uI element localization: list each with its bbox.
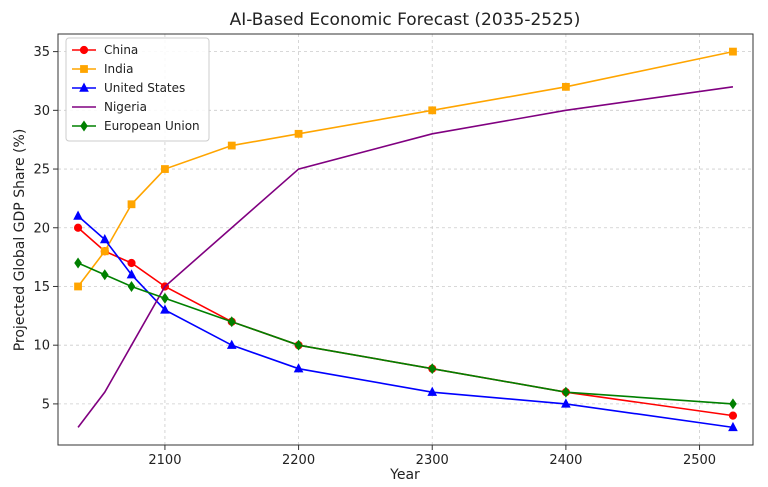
series-india <box>74 47 737 291</box>
legend-item-european-union: European Union <box>72 119 200 133</box>
legend-box <box>65 37 210 142</box>
european-union-point <box>562 386 570 398</box>
united-states-point <box>126 269 137 279</box>
y-tick-label: 35 <box>33 45 50 60</box>
european-union-point <box>161 292 169 304</box>
european-union-point <box>74 257 82 269</box>
x-tick-label: 2300 <box>416 453 449 468</box>
series-group <box>73 47 738 432</box>
european-union-point <box>428 363 437 375</box>
axis-ticks: 2100 2200 2300 2400 2500 5 10 15 20 25 30 35 <box>33 45 716 468</box>
united-states-point <box>561 398 571 408</box>
legend-label: China <box>104 43 138 57</box>
united-states-point <box>427 386 438 396</box>
series-nigeria <box>77 86 734 428</box>
plot-frame <box>57 33 754 446</box>
y-tick-label: 25 <box>33 163 50 178</box>
india-point <box>561 82 570 91</box>
y-tick-label: 15 <box>33 280 50 295</box>
series-china <box>73 223 738 420</box>
legend-item-india: India <box>72 62 133 76</box>
india-point <box>294 129 303 138</box>
x-axis-label: Year <box>389 467 420 483</box>
nigeria-line <box>77 86 734 428</box>
china-point <box>728 411 738 420</box>
series-european-union <box>74 257 737 410</box>
european-union-point <box>100 269 109 281</box>
y-tick-label: 20 <box>33 221 50 236</box>
india-point <box>74 282 82 291</box>
united-states-line <box>77 215 734 429</box>
india-point <box>127 200 136 209</box>
european-union-point <box>227 316 236 328</box>
legend: China India United States Nigeria European U… <box>65 37 210 142</box>
y-axis-label: Projected Global GDP Share (%) <box>12 129 28 352</box>
legend-item-nigeria: Nigeria <box>72 100 147 114</box>
x-tick-label: 2100 <box>148 453 181 468</box>
united-states-point <box>160 304 170 314</box>
legend-marker <box>79 45 89 55</box>
united-states-point <box>99 234 110 244</box>
legend-label: India <box>104 62 133 76</box>
india-point <box>428 106 437 115</box>
legend-marker <box>79 82 89 92</box>
united-states-point <box>728 421 738 432</box>
united-states-point <box>226 339 237 349</box>
china-point <box>127 258 136 268</box>
legend-label: Nigeria <box>104 100 147 114</box>
legend-item-united-states: United States <box>72 81 185 95</box>
legend-marker <box>80 65 88 73</box>
european-union-line <box>77 262 734 405</box>
y-tick-label: 10 <box>33 339 50 354</box>
x-tick-label: 2400 <box>549 453 582 468</box>
india-point <box>100 247 109 256</box>
x-tick-label: 2200 <box>282 453 315 468</box>
x-tick-label: 2500 <box>683 453 716 468</box>
legend-marker <box>80 120 88 132</box>
united-states-point <box>73 210 83 220</box>
series-united-states <box>73 210 738 432</box>
india-point <box>227 141 236 150</box>
legend-label: European Union <box>104 119 200 133</box>
legend-item-china: China <box>72 43 138 57</box>
y-tick-label: 30 <box>33 104 50 119</box>
european-union-point <box>294 339 303 351</box>
india-point <box>161 165 169 173</box>
y-tick-label: 5 <box>42 397 50 412</box>
european-union-point <box>127 280 136 292</box>
china-point <box>73 223 83 232</box>
legend-label: United States <box>104 81 185 95</box>
india-point <box>729 47 737 56</box>
chart-title: AI-Based Economic Forecast (2035-2525) <box>230 10 581 30</box>
united-states-point <box>293 363 304 373</box>
european-union-point <box>729 398 737 410</box>
